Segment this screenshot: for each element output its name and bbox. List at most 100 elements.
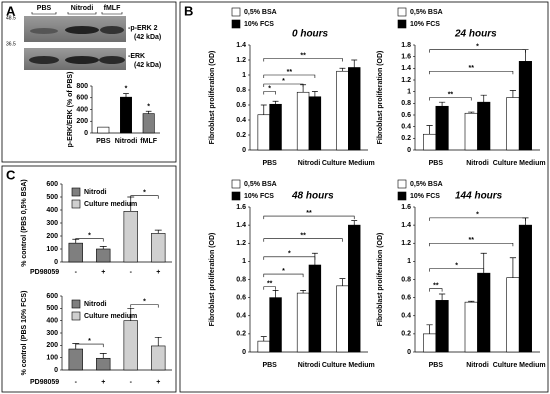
bar (96, 248, 111, 263)
significance-label: * (143, 298, 146, 305)
blot-band (29, 56, 59, 64)
x-axis-label: PD98059 (30, 379, 59, 386)
x-tick-label: Culture Medium (493, 362, 546, 369)
bar (308, 264, 322, 353)
bar (96, 357, 111, 371)
marker-label: 36.5 (6, 41, 16, 47)
significance-label: ** (306, 210, 312, 217)
panel-label: A (6, 3, 16, 18)
y-axis-label: Fibroblast proliferation (OD) (209, 233, 216, 327)
y-tick-label: 0.4 (236, 313, 246, 320)
legend-swatch (71, 199, 81, 209)
significance-bracket (429, 97, 472, 101)
y-tick-label: 1.4 (401, 222, 411, 229)
chart-title: 48 hours (291, 191, 334, 202)
y-tick-label: 400 (46, 318, 58, 325)
blot-band (65, 26, 99, 34)
legend-swatch (71, 299, 81, 309)
y-tick-label: 1.6 (401, 204, 411, 211)
significance-label: * (455, 262, 458, 269)
significance-bracket (429, 49, 526, 53)
significance-bracket (263, 215, 355, 220)
y-tick-label: 0.4 (236, 117, 246, 124)
lane-bracket (31, 12, 123, 15)
y-tick-label: 1.2 (401, 77, 411, 84)
bar (97, 126, 110, 134)
error-bar (426, 125, 433, 135)
x-tick-label: + (101, 269, 105, 276)
y-tick-label: 1 (407, 89, 411, 96)
bar (477, 101, 491, 151)
bar (423, 333, 437, 353)
y-tick-label: 0.6 (236, 102, 246, 109)
error-bar (123, 93, 129, 98)
bar (435, 105, 449, 151)
lane-label: Nitrodi (71, 5, 94, 12)
error-bar (351, 220, 358, 226)
legend-label: Culture medium (84, 313, 137, 320)
y-tick-label: 0.2 (401, 331, 411, 338)
bar (296, 292, 310, 353)
x-tick-label: Culture Medium (493, 160, 546, 167)
significance-bracket (263, 238, 343, 242)
y-tick-label: 300 (46, 330, 58, 337)
y-tick-label: 1.2 (401, 240, 411, 247)
chart-title: 0 hours (292, 29, 329, 40)
significance-label: * (147, 103, 150, 110)
error-bar (480, 94, 487, 103)
y-tick-label: 600 (46, 293, 58, 300)
legend-label: 10% FCS (410, 21, 440, 28)
y-tick-label: 0.8 (401, 276, 411, 283)
significance-bracket (429, 70, 514, 75)
bar (506, 97, 520, 151)
legend-label: 10% FCS (410, 193, 440, 200)
significance-bracket (130, 195, 159, 199)
legend-swatch (71, 311, 81, 321)
chart-title: 144 hours (455, 191, 503, 202)
significance-bracket (263, 286, 276, 290)
significance-label: * (88, 338, 91, 345)
significance-label: * (125, 86, 128, 93)
y-tick-label: 0 (242, 147, 246, 154)
error-bar (99, 246, 107, 249)
x-tick-label: PBS (429, 160, 444, 167)
blot-band (30, 28, 58, 34)
error-bar (145, 110, 152, 114)
error-bar (311, 91, 318, 97)
y-tick-label: 1.6 (401, 54, 411, 61)
significance-label: * (88, 232, 91, 239)
significance-label: * (476, 44, 479, 51)
y-tick-label: 1.2 (236, 57, 246, 64)
y-tick-label: 1.4 (236, 222, 246, 229)
y-tick-label: 0 (242, 349, 246, 356)
legend-label: Nitrodi (84, 301, 107, 308)
y-axis-label: Fibroblast proliferation (OD) (377, 51, 384, 145)
y-axis-label: Fibroblast proliferation (OD) (209, 51, 216, 145)
bar (269, 103, 282, 151)
significance-label: * (282, 268, 285, 275)
y-tick-label: 0.2 (236, 132, 246, 139)
bar (518, 224, 532, 353)
x-tick-label: Nitrodi (298, 362, 321, 369)
significance-bracket (263, 58, 343, 62)
error-bar (339, 278, 346, 286)
significance-bracket (263, 83, 304, 87)
significance-label: ** (469, 237, 475, 244)
y-tick-label: 1 (407, 258, 411, 265)
lane-label: PBS (37, 5, 52, 12)
y-tick-label: 0.8 (236, 87, 246, 94)
y-tick-label: 0 (54, 259, 58, 266)
y-tick-label: 200 (46, 342, 58, 349)
bar (477, 272, 491, 353)
x-tick-label: Nitrodi (466, 160, 489, 167)
bar (120, 96, 132, 134)
y-axis-label: Fibroblast proliferation (OD) (377, 233, 384, 327)
bar (269, 297, 282, 353)
blot-band (100, 26, 124, 34)
x-tick-label: Culture Medium (322, 362, 375, 369)
significance-label: ** (448, 91, 454, 98)
blot-band (99, 56, 125, 64)
bar (506, 277, 520, 353)
significance-bracket (263, 91, 276, 95)
bar (257, 114, 270, 151)
